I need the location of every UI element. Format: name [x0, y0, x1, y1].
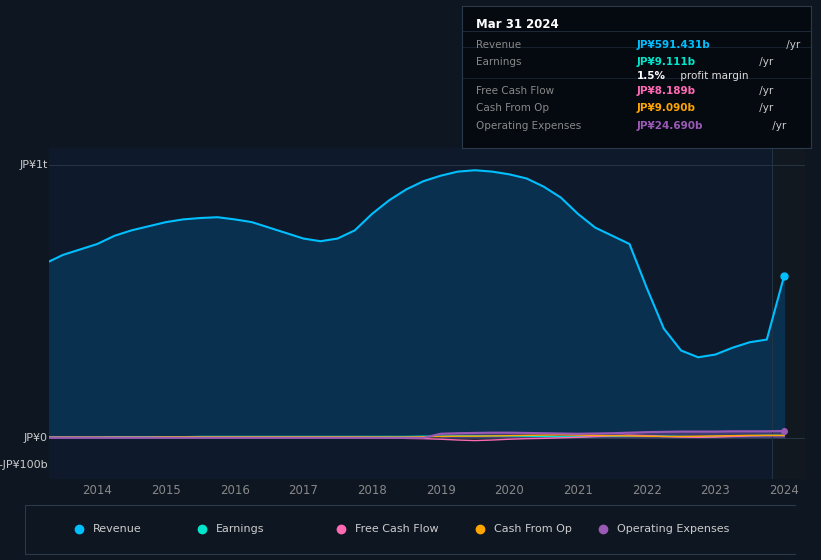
Text: Operating Expenses: Operating Expenses	[617, 524, 730, 534]
Text: profit margin: profit margin	[677, 71, 748, 81]
Text: JP¥8.189b: JP¥8.189b	[637, 86, 696, 96]
Text: Earnings: Earnings	[216, 524, 264, 534]
Text: Cash From Op: Cash From Op	[476, 104, 549, 114]
Text: JP¥1t: JP¥1t	[20, 160, 48, 170]
Text: Mar 31 2024: Mar 31 2024	[476, 18, 559, 31]
Text: JP¥9.111b: JP¥9.111b	[637, 57, 696, 67]
Text: Revenue: Revenue	[476, 40, 521, 50]
Text: JP¥591.431b: JP¥591.431b	[637, 40, 710, 50]
Text: -JP¥100b: -JP¥100b	[0, 460, 48, 470]
Text: Revenue: Revenue	[93, 524, 141, 534]
Text: Cash From Op: Cash From Op	[494, 524, 571, 534]
Text: /yr: /yr	[782, 40, 800, 50]
Text: Free Cash Flow: Free Cash Flow	[355, 524, 438, 534]
Text: /yr: /yr	[756, 57, 773, 67]
Text: /yr: /yr	[769, 120, 787, 130]
Text: /yr: /yr	[756, 86, 773, 96]
Text: JP¥9.090b: JP¥9.090b	[637, 104, 695, 114]
Text: Free Cash Flow: Free Cash Flow	[476, 86, 554, 96]
Text: 1.5%: 1.5%	[637, 71, 666, 81]
Text: JP¥0: JP¥0	[24, 433, 48, 443]
Bar	[773, 148, 821, 479]
Text: Earnings: Earnings	[476, 57, 521, 67]
Text: Operating Expenses: Operating Expenses	[476, 120, 581, 130]
Text: /yr: /yr	[756, 104, 773, 114]
Text: JP¥24.690b: JP¥24.690b	[637, 120, 703, 130]
